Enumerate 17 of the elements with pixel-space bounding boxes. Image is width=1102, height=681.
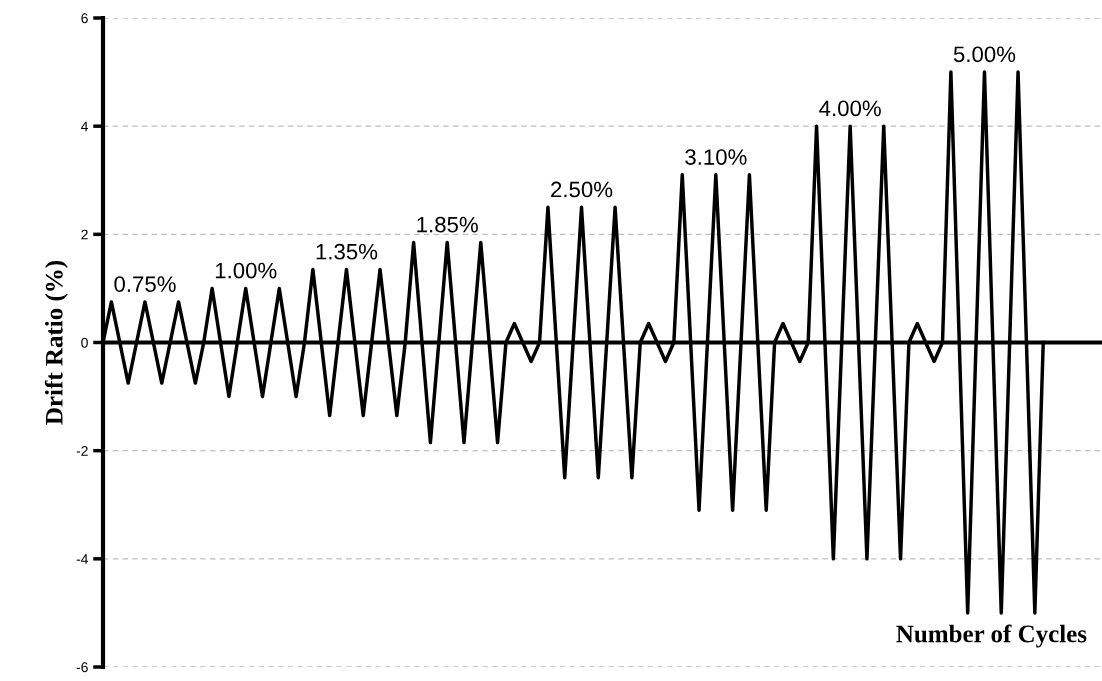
annotation: 2.50% (551, 181, 613, 198)
y-tick-label: 2 (81, 229, 88, 240)
y-tick-label: 6 (81, 13, 88, 24)
annotation: 0.75% (114, 276, 176, 292)
y-tick-label: -4 (76, 554, 89, 564)
y-axis-title: Drift Ratio (%) (44, 260, 68, 425)
y-tick-label: 4 (81, 121, 89, 132)
x-axis-title: Number of Cycles (896, 624, 1087, 648)
annotation: 1.00% (215, 262, 277, 279)
y-tick-label: 0 (81, 337, 88, 348)
y-tick-label: -6 (76, 662, 88, 673)
annotation: 3.10% (685, 149, 747, 165)
y-tick-label: -2 (76, 446, 88, 456)
annotation: 5.00% (953, 46, 1016, 63)
annotation: 1.85% (417, 216, 478, 233)
annotation: 1.35% (316, 243, 378, 260)
annotation: 4.00% (819, 100, 881, 117)
